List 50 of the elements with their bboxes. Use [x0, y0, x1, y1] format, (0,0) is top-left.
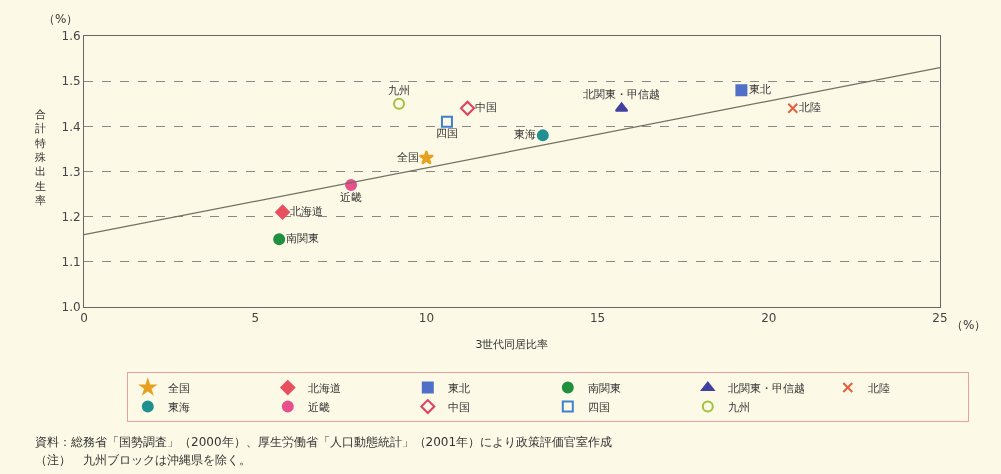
x-tick-label: 5	[251, 311, 260, 326]
x-tick-label: 15	[589, 311, 606, 326]
x-tick-label: 20	[761, 311, 777, 326]
legend-label: 東海	[167, 400, 190, 414]
point	[440, 115, 453, 128]
x-tick-label: 0	[80, 311, 88, 326]
y-axis-title: 合計特殊出生率	[35, 108, 46, 207]
legend-label: 北陸	[867, 381, 890, 395]
legend-label: 東北	[447, 381, 470, 395]
y-tick-label: 1.2	[61, 209, 81, 224]
point	[275, 204, 291, 220]
x-tick-label: 25	[932, 311, 948, 326]
y-tick-label: 1.3	[61, 164, 81, 179]
text: 北陸	[799, 101, 822, 115]
legend-label: 中国	[447, 400, 470, 414]
text: 近畿	[340, 190, 363, 204]
y-tick-label: 1.1	[61, 255, 81, 270]
legend-label: 四国	[587, 400, 610, 414]
legend-label: 近畿	[307, 400, 330, 414]
point	[536, 129, 549, 142]
text: （注） 九州ブロックは沖縄県を除く。	[35, 453, 251, 467]
legend-label: 全国	[167, 381, 190, 395]
text: 東海	[513, 128, 536, 142]
text: （%）	[43, 12, 79, 26]
legend-label: 南関東	[587, 381, 621, 395]
legend-label: 九州	[727, 400, 750, 414]
point	[393, 97, 406, 110]
point	[418, 149, 435, 165]
point	[459, 100, 475, 116]
text: 東北	[748, 82, 771, 96]
text: 中国	[474, 101, 497, 115]
text: 四国	[435, 127, 458, 141]
text: 南関東	[286, 232, 320, 245]
text: （%）	[951, 318, 987, 332]
text: 北海道	[289, 204, 323, 218]
text: 九州	[388, 83, 411, 97]
legend-label: 北海道	[307, 381, 341, 395]
text: 資料：総務省「国勢調査」（2000年）、厚生労働省「人口動態統計」（2001年）により政策評価官室作成	[35, 435, 613, 449]
point	[735, 84, 748, 97]
point	[787, 102, 799, 114]
y-tick-label: 1.4	[61, 119, 81, 134]
y-tick-label: 1.6	[61, 29, 81, 44]
text: 全国	[397, 150, 420, 164]
x-axis-title: 3世代同居比率	[475, 337, 549, 351]
y-tick-label: 1.5	[61, 74, 81, 89]
legend-label: 北関東・甲信越	[727, 381, 805, 395]
y-tick-label: 1.0	[61, 300, 81, 315]
point	[273, 233, 286, 246]
x-tick-label: 10	[418, 311, 435, 326]
text: 北関東・甲信越	[583, 88, 661, 102]
